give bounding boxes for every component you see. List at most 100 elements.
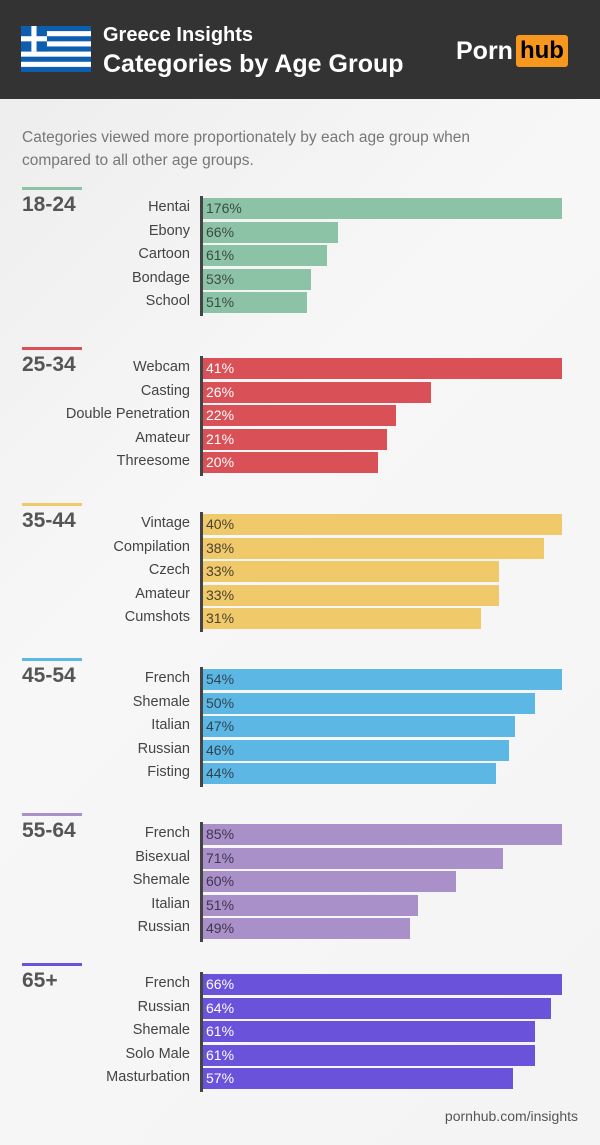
group-accent-line [22, 187, 82, 190]
group-label: 35-44 [22, 509, 76, 532]
category-label: Cartoon [138, 246, 190, 262]
group-label: 18-24 [22, 193, 76, 216]
bar: 60% [203, 871, 457, 892]
category-label: Cumshots [124, 609, 190, 625]
category-label: Casting [140, 382, 190, 399]
bar: 71% [203, 847, 503, 869]
bar-row: French 85% [0, 824, 600, 845]
bar: 33% [203, 561, 500, 582]
category-label: Ebony [148, 222, 190, 239]
bar: 176% [203, 198, 562, 219]
group-accent-line [22, 503, 82, 506]
bar-row: Masturbation 57% [0, 1068, 600, 1089]
bar: 66% [203, 974, 562, 995]
bar-row: Ebony 66% [0, 221, 600, 243]
category-label: Double Penetration [65, 406, 190, 422]
bar: 51% [203, 894, 419, 916]
bar: 66% [203, 221, 338, 243]
bar-row: Casting 26% [0, 381, 600, 403]
bar: 47% [203, 716, 516, 737]
group-accent-line [22, 658, 82, 661]
bar-row: Vintage 40% [0, 514, 600, 535]
bar-row: Shemale 60% [0, 871, 600, 892]
bar-row: French 66% [0, 974, 600, 995]
bar-row: Russian 46% [0, 739, 600, 761]
bar-row: Italian 47% [0, 716, 600, 737]
category-label: French [144, 825, 190, 841]
bar: 40% [203, 514, 562, 535]
bar: 57% [203, 1068, 514, 1089]
bar: 54% [203, 669, 562, 690]
bar-row: Solo Male 61% [0, 1044, 600, 1066]
category-label: Czech [148, 562, 190, 578]
category-label: Russian [137, 998, 190, 1015]
category-label: Italian [151, 717, 190, 733]
bar: 61% [203, 245, 328, 266]
group-label: 25-34 [22, 353, 76, 376]
category-label: Italian [151, 895, 190, 912]
pornhub-logo: Porn hub [456, 35, 568, 67]
category-label: Fisting [147, 764, 190, 780]
footer-link[interactable]: pornhub.com/insights [444, 1108, 578, 1124]
group-accent-line [22, 347, 82, 350]
category-label: Russian [137, 919, 190, 935]
group-label: 55-64 [22, 819, 76, 842]
axis-line [200, 196, 203, 316]
axis-line [200, 512, 203, 632]
bar-row: Compilation 38% [0, 537, 600, 559]
category-label: Hentai [148, 199, 190, 215]
axis-line [200, 822, 203, 942]
bar: 21% [203, 428, 387, 450]
category-label: Russian [137, 740, 190, 757]
category-label: French [144, 670, 190, 686]
category-label: Bondage [131, 269, 190, 286]
group-label: 65+ [22, 969, 58, 992]
bar-row: Czech 33% [0, 561, 600, 582]
bar-row: Russian 64% [0, 997, 600, 1019]
bar-row: Webcam 41% [0, 358, 600, 379]
category-label: Shemale [132, 693, 190, 710]
category-label: Masturbation [106, 1069, 190, 1085]
bar: 61% [203, 1044, 535, 1066]
bar: 49% [203, 918, 410, 939]
bar: 22% [203, 405, 396, 426]
bar: 44% [203, 763, 496, 784]
bar: 61% [203, 1021, 535, 1042]
page-title: Categories by Age Group [103, 50, 404, 78]
bar-row: Threesome 20% [0, 452, 600, 473]
axis-line [200, 667, 203, 787]
header: Greece Insights Categories by Age Group … [0, 0, 600, 99]
bar-row: Italian 51% [0, 894, 600, 916]
bar-row: Bondage 53% [0, 268, 600, 290]
category-label: Compilation [113, 538, 190, 555]
category-label: Bisexual [135, 848, 190, 865]
category-label: Solo Male [125, 1045, 190, 1062]
bar-row: French 54% [0, 669, 600, 690]
bar-row: Fisting 44% [0, 763, 600, 784]
bar-row: Cumshots 31% [0, 608, 600, 629]
bar-row: Double Penetration 22% [0, 405, 600, 426]
bar: 41% [203, 358, 562, 379]
category-label: Shemale [132, 872, 190, 888]
bar-row: Shemale 61% [0, 1021, 600, 1042]
bar: 38% [203, 537, 545, 559]
group-accent-line [22, 963, 82, 966]
axis-line [200, 972, 203, 1092]
bar: 26% [203, 381, 431, 403]
group-accent-line [22, 813, 82, 816]
category-label: Webcam [133, 359, 190, 375]
category-label: Amateur [135, 585, 190, 602]
bar-row: Cartoon 61% [0, 245, 600, 266]
category-label: Amateur [135, 429, 190, 446]
bar: 51% [203, 292, 308, 313]
bar-row: Hentai 176% [0, 198, 600, 219]
bar-row: Bisexual 71% [0, 847, 600, 869]
bar: 33% [203, 584, 500, 606]
category-label: French [144, 975, 190, 991]
greece-flag-icon [21, 26, 91, 72]
category-label: School [145, 293, 190, 309]
bar: 64% [203, 997, 552, 1019]
bar-row: Shemale 50% [0, 692, 600, 714]
category-label: Vintage [141, 515, 190, 531]
bar-row: School 51% [0, 292, 600, 313]
